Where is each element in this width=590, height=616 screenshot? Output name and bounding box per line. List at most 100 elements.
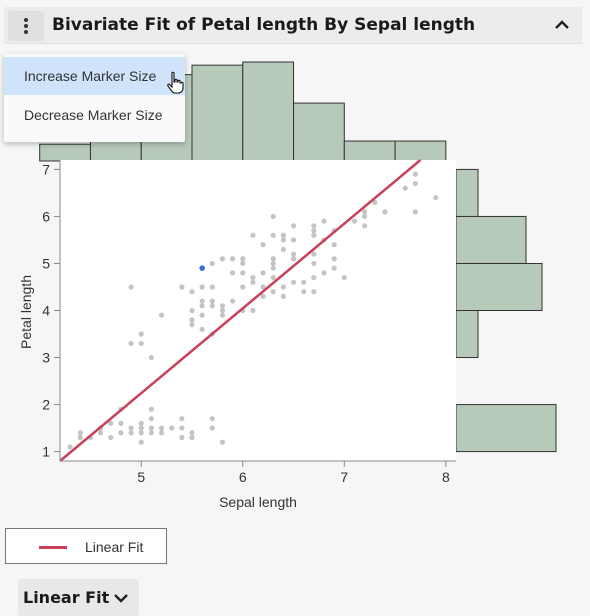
data-point[interactable] [189, 434, 195, 441]
menu-item-increase-marker-size[interactable]: Increase Marker Size [4, 57, 185, 95]
data-point[interactable] [402, 185, 408, 191]
data-point[interactable] [189, 317, 195, 323]
data-point[interactable] [280, 237, 286, 243]
data-point[interactable] [311, 251, 317, 257]
data-point[interactable] [290, 237, 297, 243]
data-point[interactable] [219, 303, 226, 309]
data-point[interactable] [331, 265, 337, 271]
data-point[interactable] [311, 289, 317, 295]
data-point[interactable] [301, 279, 307, 285]
data-point[interactable] [270, 274, 276, 281]
data-point[interactable] [128, 284, 134, 290]
data-point[interactable] [341, 274, 347, 281]
data-point[interactable] [108, 420, 114, 426]
data-point[interactable] [128, 340, 134, 347]
data-point[interactable] [118, 420, 124, 426]
data-point[interactable] [260, 242, 266, 248]
data-point[interactable] [219, 307, 226, 314]
data-point[interactable] [331, 242, 337, 248]
data-point[interactable] [219, 256, 226, 262]
data-point[interactable] [189, 430, 195, 436]
data-point[interactable] [179, 284, 185, 290]
data-point[interactable] [290, 223, 297, 229]
data-point[interactable] [148, 354, 154, 361]
data-point[interactable] [311, 232, 317, 238]
data-point[interactable] [412, 209, 418, 215]
red-triangle-menu-button[interactable] [8, 11, 44, 41]
data-point[interactable] [321, 218, 327, 224]
data-point[interactable] [270, 260, 276, 267]
data-point[interactable] [362, 209, 368, 215]
data-point[interactable] [138, 340, 144, 347]
data-point[interactable] [128, 425, 134, 431]
linear-fit-outline-button[interactable]: Linear Fit [18, 579, 139, 616]
data-point[interactable] [77, 430, 83, 436]
data-point[interactable] [219, 312, 226, 318]
data-point[interactable] [433, 195, 439, 201]
data-point[interactable] [250, 307, 256, 314]
data-point[interactable] [138, 331, 144, 337]
data-point[interactable] [158, 430, 165, 436]
data-point[interactable] [290, 251, 297, 257]
data-point[interactable] [209, 303, 215, 309]
data-point[interactable] [240, 284, 246, 290]
data-point[interactable] [230, 270, 236, 276]
data-point[interactable] [209, 284, 215, 290]
data-point[interactable] [372, 199, 378, 205]
data-point[interactable] [311, 223, 317, 229]
data-point[interactable] [311, 260, 317, 267]
data-point[interactable] [148, 406, 154, 412]
data-point[interactable] [138, 439, 144, 445]
data-point[interactable] [362, 213, 368, 220]
data-point[interactable] [108, 434, 114, 441]
data-point[interactable] [382, 209, 388, 215]
data-point[interactable] [169, 425, 175, 431]
data-point[interactable] [250, 274, 256, 281]
data-point[interactable] [199, 303, 205, 309]
data-point[interactable] [189, 322, 195, 328]
data-point[interactable] [270, 265, 276, 271]
data-point[interactable] [158, 312, 165, 318]
data-point[interactable] [301, 289, 307, 295]
data-point[interactable] [311, 227, 317, 234]
data-point[interactable] [148, 416, 154, 422]
data-point[interactable] [209, 260, 215, 267]
data-point[interactable] [250, 232, 256, 238]
data-point[interactable] [67, 444, 73, 450]
data-point[interactable] [290, 256, 297, 262]
data-point[interactable] [138, 420, 144, 426]
menu-item-decrease-marker-size[interactable]: Decrease Marker Size [24, 107, 163, 123]
data-point[interactable] [230, 256, 236, 262]
data-point[interactable] [240, 260, 246, 267]
data-point[interactable] [128, 430, 134, 436]
data-point[interactable] [260, 270, 266, 276]
data-point[interactable] [311, 274, 317, 281]
data-point[interactable] [280, 293, 286, 299]
data-point[interactable] [412, 180, 418, 187]
data-point[interactable] [179, 425, 185, 431]
data-point[interactable] [270, 232, 276, 238]
data-point[interactable] [118, 430, 124, 436]
data-point[interactable] [158, 425, 165, 431]
data-point[interactable] [199, 326, 205, 332]
data-point[interactable] [199, 298, 205, 304]
data-point[interactable] [280, 284, 286, 290]
data-point[interactable] [362, 223, 368, 229]
data-point[interactable] [138, 430, 144, 436]
data-point[interactable] [240, 256, 246, 262]
data-point[interactable] [280, 246, 286, 252]
data-point[interactable] [199, 284, 205, 290]
data-point[interactable] [148, 425, 154, 431]
data-point[interactable] [77, 434, 83, 441]
data-point[interactable] [189, 307, 195, 314]
data-point[interactable] [260, 293, 266, 299]
data-point[interactable] [351, 218, 358, 224]
data-point[interactable] [98, 430, 104, 436]
data-point[interactable] [189, 289, 195, 295]
data-point[interactable] [199, 312, 205, 318]
data-point[interactable] [209, 425, 215, 431]
data-point[interactable] [230, 298, 236, 304]
data-point[interactable] [290, 279, 297, 285]
data-point[interactable] [179, 416, 185, 422]
data-point[interactable] [280, 232, 286, 238]
